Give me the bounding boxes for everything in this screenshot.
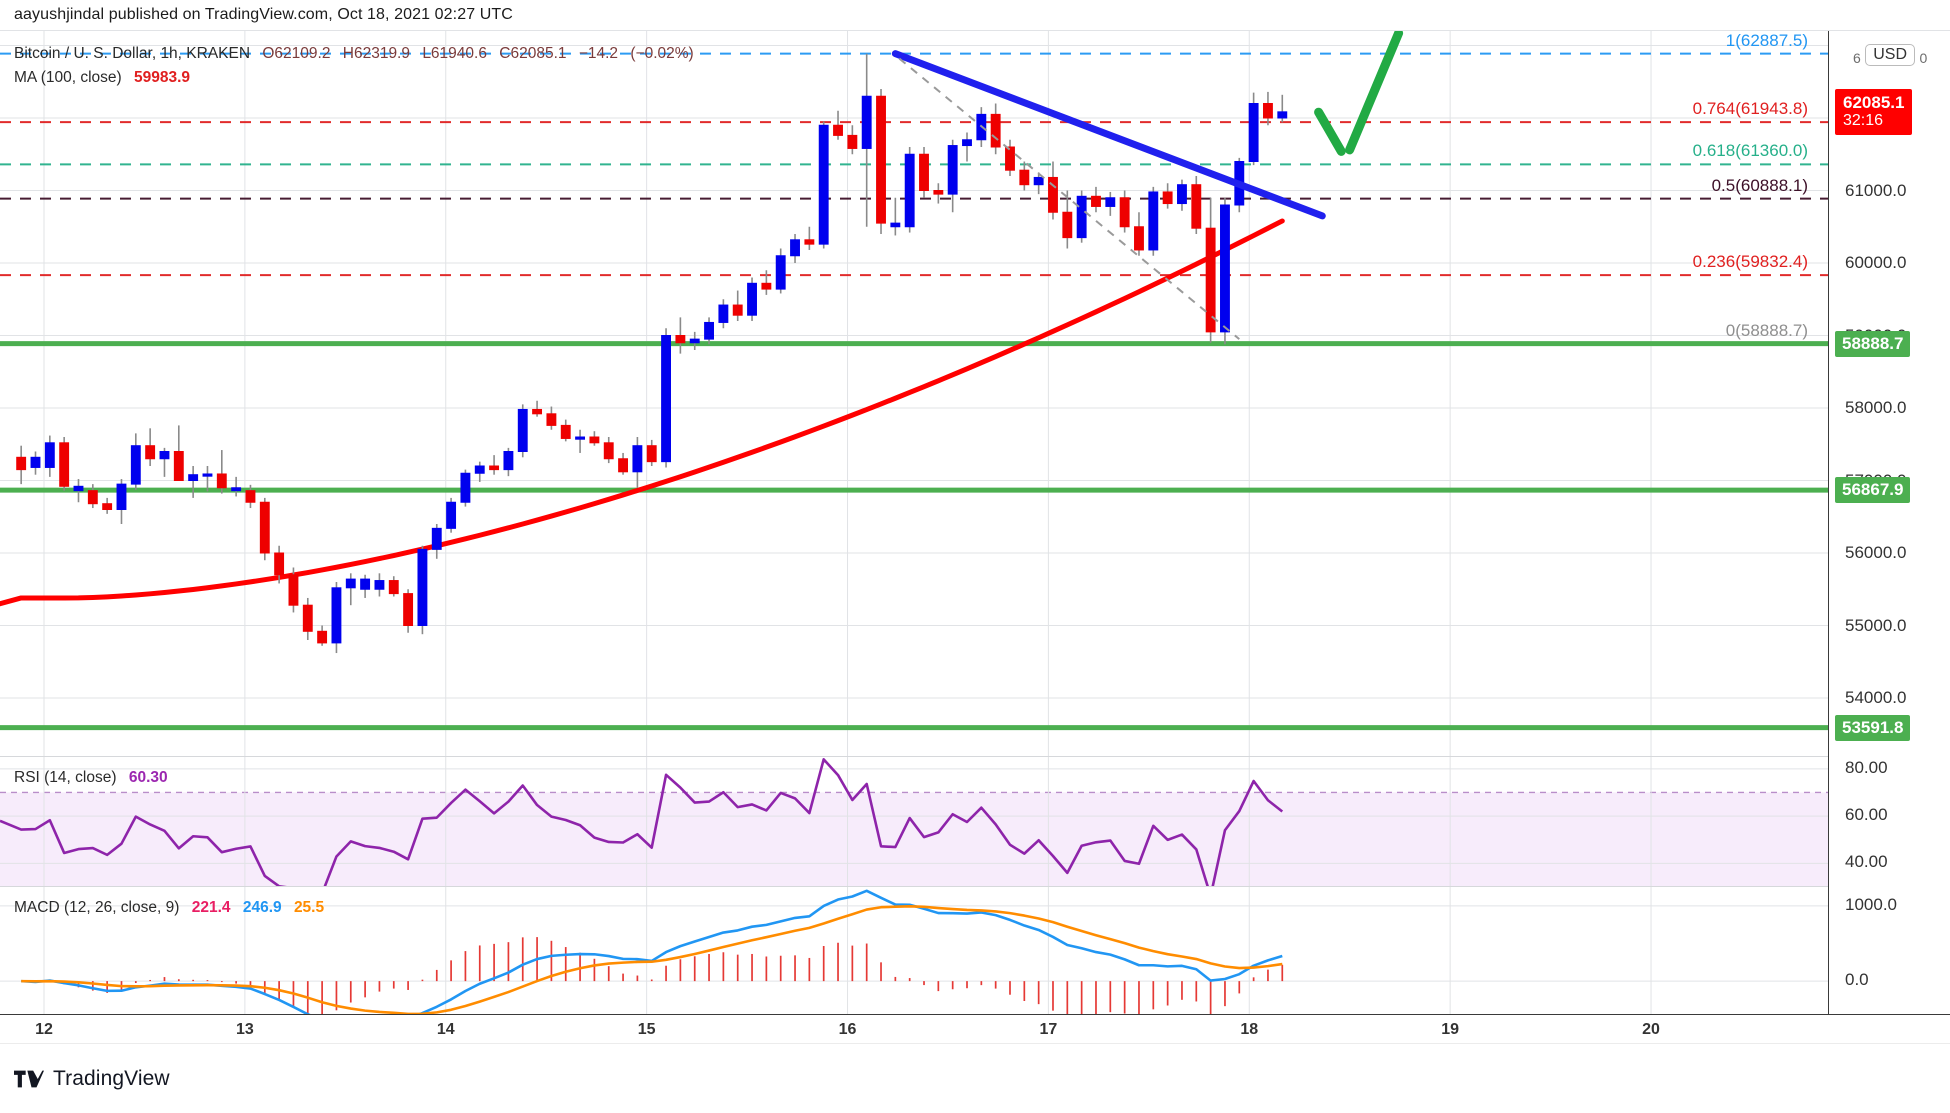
last-price-badge[interactable]: 62085.1 32:16 [1835,88,1913,135]
price-tick-label: 54000.0 [1845,688,1907,707]
price-tick-label: 61000.0 [1845,180,1907,200]
badge-price: 56867.9 [1842,480,1904,500]
fib-level-label: 0.618(61360.0) [1692,141,1808,161]
tradingview-wordmark: TradingView [53,1066,170,1090]
time-tick-label: 16 [838,1021,857,1038]
fib-level-label: 0.5(60888.1) [1711,175,1808,195]
footer: TradingView [0,1043,1950,1113]
time-axis[interactable]: 12 13 14 15 16 17 18 19 20 [0,1014,1950,1044]
price-chart-svg [0,31,1828,756]
time-tick-label: 12 [35,1021,53,1038]
time-tick-label: 15 [637,1021,656,1038]
badge-price: 62085.1 [1843,92,1905,112]
tradingview-mark-icon [14,1070,44,1087]
badge-price: 58888.7 [1842,333,1904,353]
rsi-tick-label: 80.00 [1845,757,1888,777]
rsi-tick-label: 40.00 [1845,852,1888,872]
rsi-chart-svg [0,757,1828,887]
time-tick-label: 17 [1039,1021,1058,1038]
currency-unit: 6 USD 0 [1853,44,1927,66]
time-tick-label: 18 [1240,1021,1259,1038]
time-tick-label: 14 [436,1021,455,1038]
macd-tick-label: 1000.0 [1845,894,1897,914]
support-58888-badge[interactable]: 58888.7 [1835,330,1911,357]
published-header: aayushjindal published on TradingView.co… [0,0,1950,30]
rsi-pane[interactable]: RSI (14, close) 60.30 [0,756,1828,887]
price-tick-label: 58000.0 [1845,398,1907,417]
price-tick-label: 55000.0 [1845,615,1907,635]
fib-level-label: 0.236(59832.4) [1692,252,1808,272]
unit-right-digit: 0 [1919,50,1928,66]
fib-level-label: 0.764(61943.8) [1692,99,1808,119]
unit-left-digit: 6 [1853,50,1861,66]
currency-label: USD [1865,44,1916,66]
fib-level-label: 1(62887.5) [1725,30,1808,50]
macd-tick-label: 0.0 [1845,970,1869,990]
fib-level-label: 0(58888.7) [1725,320,1808,340]
macd-pane[interactable]: MACD (12, 26, close, 9) 221.4 246.9 25.5 [0,886,1828,1015]
time-tick-label: 20 [1642,1021,1660,1038]
bar-countdown: 32:16 [1843,112,1884,130]
main-price-pane[interactable]: Bitcoin / U. S. Dollar, 1h, KRAKEN O6210… [0,31,1828,756]
rsi-tick-label: 60.00 [1845,805,1888,825]
price-axis[interactable]: 6 USD 0 61000.060000.059000.058000.05700… [1828,31,1950,1014]
price-tick-label: 60000.0 [1845,253,1907,272]
price-tick-label: 56000.0 [1845,543,1907,562]
macd-chart-svg [0,887,1828,1015]
tradingview-logo[interactable]: TradingView [14,1067,170,1091]
support-53591-badge[interactable]: 53591.8 [1835,714,1911,741]
badge-price: 53591.8 [1842,717,1904,737]
support-56867-badge[interactable]: 56867.9 [1835,477,1911,504]
published-text: aayushjindal published on TradingView.co… [14,6,513,23]
time-tick-label: 13 [235,1021,254,1038]
chart-frame: Bitcoin / U. S. Dollar, 1h, KRAKEN O6210… [0,30,1950,1043]
time-tick-label: 19 [1441,1021,1460,1038]
